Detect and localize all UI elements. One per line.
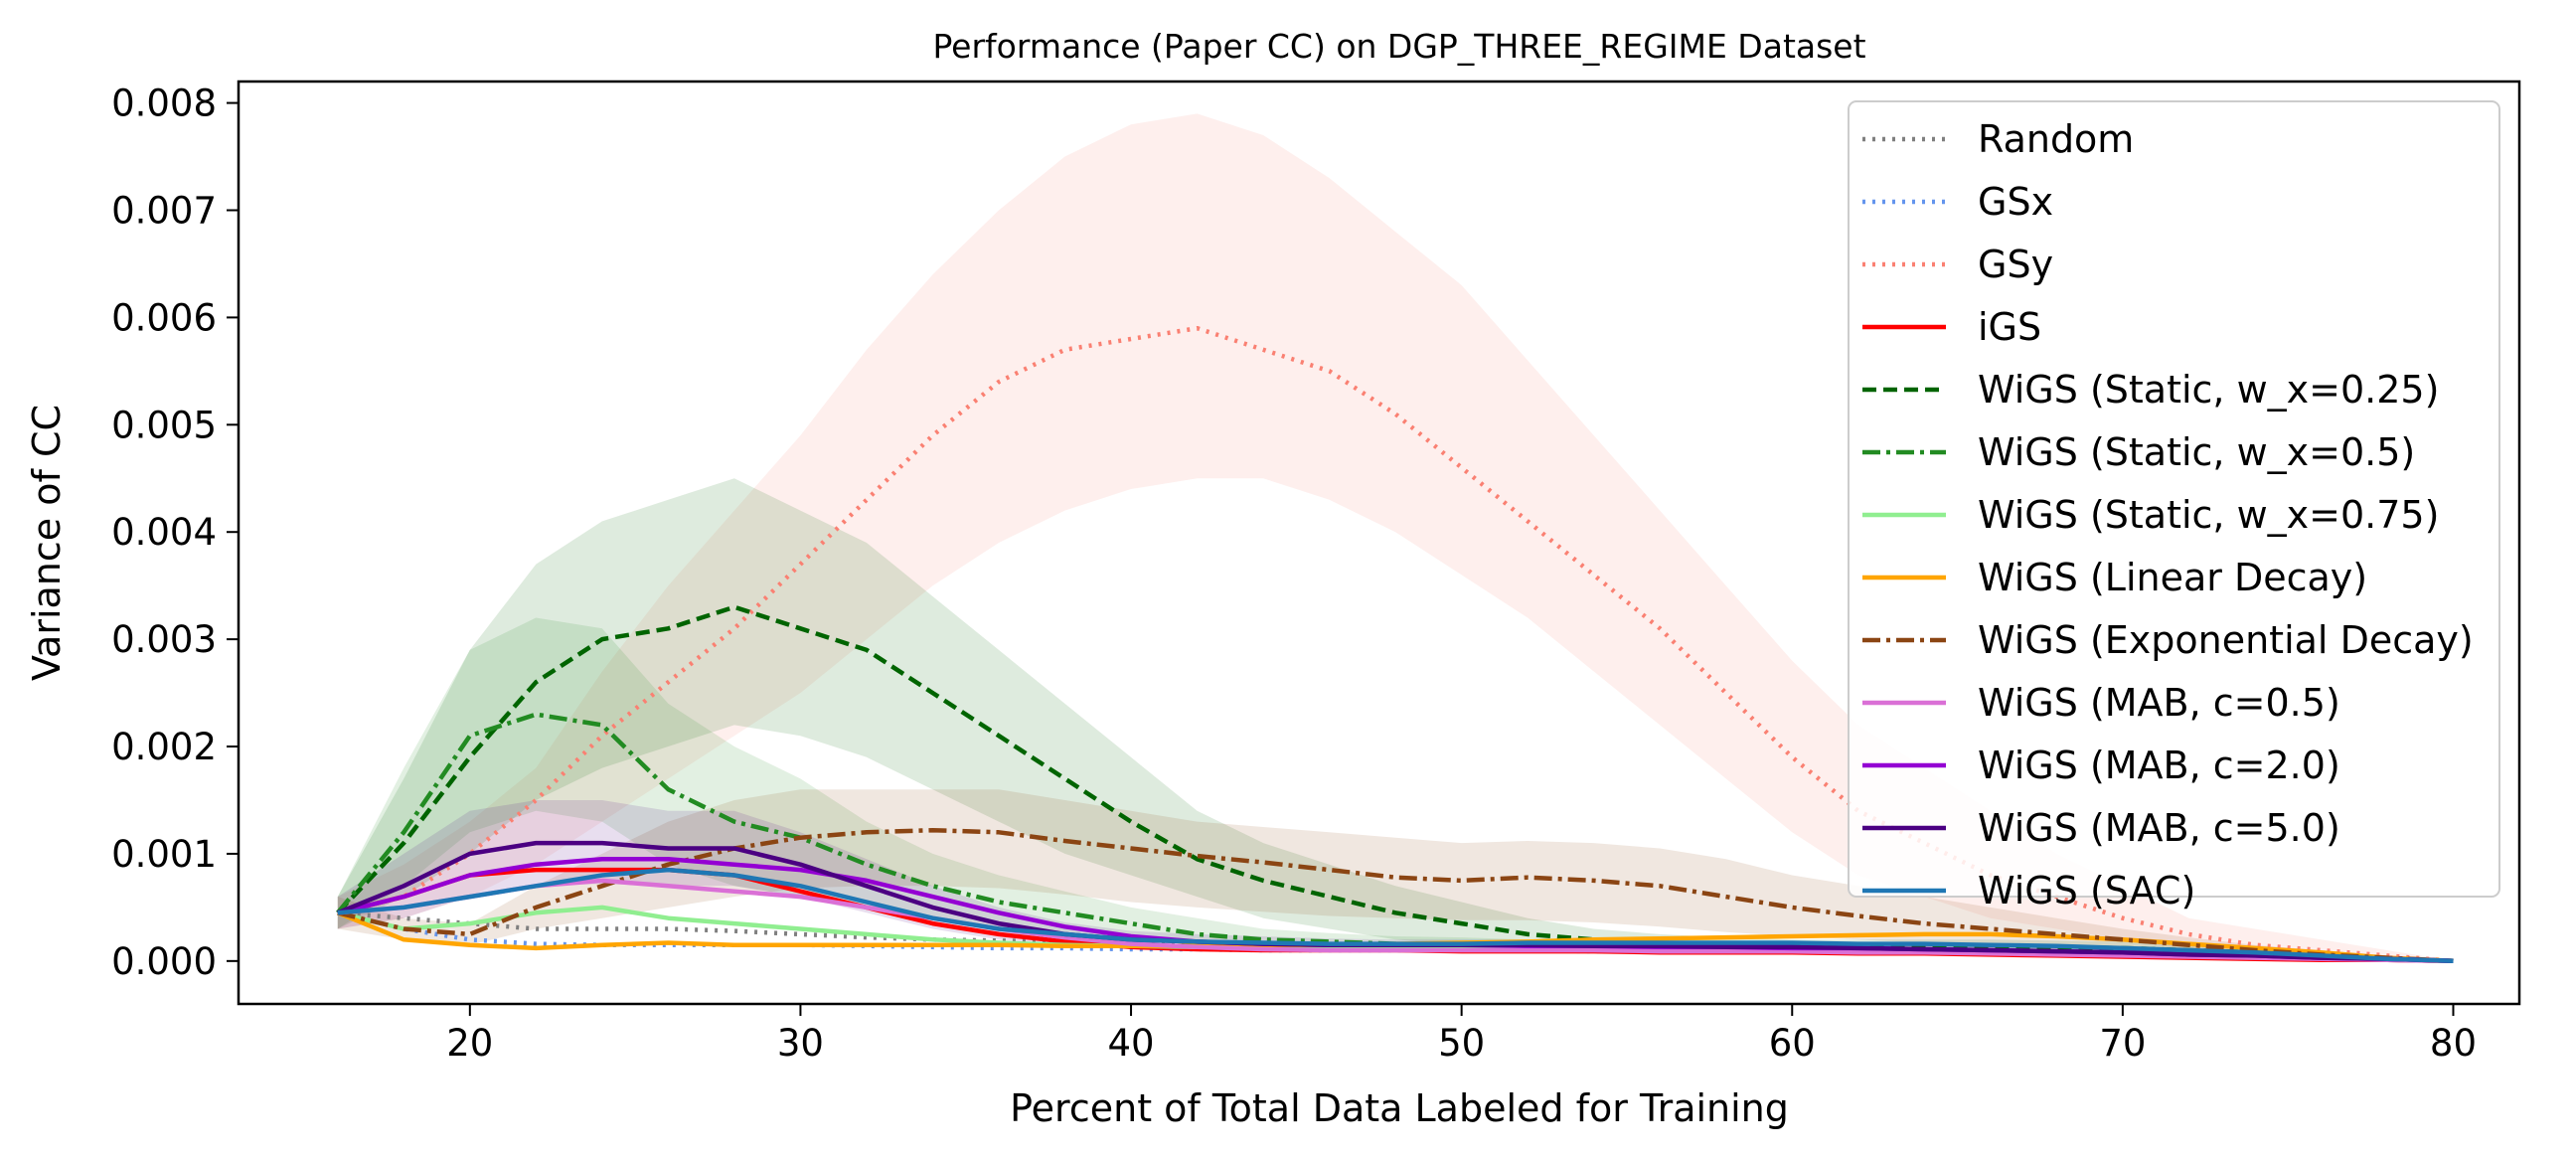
legend-label: WiGS (Static, w_x=0.5) — [1978, 430, 2415, 474]
legend-label: WiGS (Linear Decay) — [1978, 556, 2367, 599]
legend-label: GSx — [1978, 180, 2053, 224]
y-axis-label: Variance of CC — [25, 405, 69, 681]
legend-item: WiGS (Linear Decay) — [1862, 556, 2367, 599]
line-gsy — [337, 325, 2454, 964]
x-axis-label: Percent of Total Data Labeled for Traini… — [1010, 1086, 1789, 1130]
legend-item: GSy — [1862, 243, 2053, 286]
band-wigs-static-w-x-0-5 — [337, 617, 2454, 961]
y-tick-label: 0.008 — [111, 83, 217, 125]
y-tick-label: 0.004 — [111, 511, 217, 554]
line-wigs-sac — [337, 867, 2454, 964]
x-tick-label: 40 — [1107, 1022, 1154, 1065]
legend-item: WiGS (Static, w_x=0.75) — [1862, 493, 2439, 537]
legend-label: GSy — [1978, 243, 2053, 286]
legend-label: WiGS (Static, w_x=0.75) — [1978, 493, 2439, 537]
x-tick-label: 20 — [446, 1022, 493, 1065]
x-tick-label: 30 — [777, 1022, 824, 1065]
y-axis: 0.000 0.001 0.002 0.003 0.004 0.005 0.006 0.007… — [111, 83, 239, 983]
legend-item: WiGS (SAC) — [1862, 869, 2195, 912]
legend-label: WiGS (Exponential Decay) — [1978, 618, 2474, 662]
x-tick-label: 80 — [2430, 1022, 2477, 1065]
legend: Random GSx GSy iGS WiGS (Static, w_x=0.25) Wi… — [1848, 100, 2500, 912]
legend-item: iGS — [1862, 305, 2041, 349]
legend-item: Random — [1862, 117, 2134, 161]
y-tick-label: 0.005 — [111, 404, 217, 446]
x-tick-label: 70 — [2099, 1022, 2146, 1065]
band-gsy — [337, 113, 2454, 961]
legend-label: WiGS (SAC) — [1978, 869, 2195, 912]
legend-label: iGS — [1978, 305, 2041, 349]
legend-item: GSx — [1862, 180, 2053, 224]
plot-area — [336, 113, 2454, 964]
legend-item: WiGS (Static, w_x=0.5) — [1862, 430, 2415, 474]
y-tick-label: 0.002 — [111, 726, 217, 768]
y-tick-label: 0.001 — [111, 833, 217, 876]
x-tick-label: 60 — [1769, 1022, 1816, 1065]
legend-label: WiGS (Static, w_x=0.25) — [1978, 368, 2439, 412]
y-tick-label: 0.000 — [111, 940, 217, 983]
y-tick-label: 0.007 — [111, 189, 217, 232]
series-lines — [336, 325, 2454, 964]
plot-frame — [237, 80, 2521, 1006]
legend-item: WiGS (MAB, c=0.5) — [1862, 681, 2340, 725]
legend-label: WiGS (MAB, c=2.0) — [1978, 744, 2340, 787]
legend-label: WiGS (MAB, c=0.5) — [1978, 681, 2340, 725]
legend-item: WiGS (Static, w_x=0.25) — [1862, 368, 2439, 412]
y-tick-label: 0.003 — [111, 618, 217, 661]
x-axis: 20 30 40 50 60 70 80 — [446, 1004, 2477, 1065]
line-wigs-mab-c-0-5 — [337, 878, 2454, 964]
legend-item: WiGS (MAB, c=2.0) — [1862, 744, 2340, 787]
legend-box — [1848, 100, 2500, 898]
chart-title: Performance (Paper CC) on DGP_THREE_REGI… — [932, 27, 1865, 66]
legend-label: WiGS (MAB, c=5.0) — [1978, 806, 2340, 850]
legend-label: Random — [1978, 117, 2134, 161]
legend-item: WiGS (Exponential Decay) — [1862, 618, 2474, 662]
y-tick-label: 0.006 — [111, 296, 217, 339]
band-wigs-static-w-x-0-25 — [337, 478, 2454, 961]
x-tick-label: 50 — [1438, 1022, 1485, 1065]
legend-item: WiGS (MAB, c=5.0) — [1862, 806, 2340, 850]
